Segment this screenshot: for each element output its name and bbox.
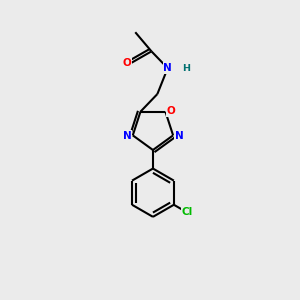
Text: H: H [182, 64, 190, 73]
Text: N: N [163, 63, 172, 73]
Text: O: O [167, 106, 176, 116]
Text: O: O [123, 58, 132, 68]
Text: Cl: Cl [182, 207, 193, 218]
Text: N: N [122, 131, 131, 141]
Text: N: N [175, 131, 183, 141]
